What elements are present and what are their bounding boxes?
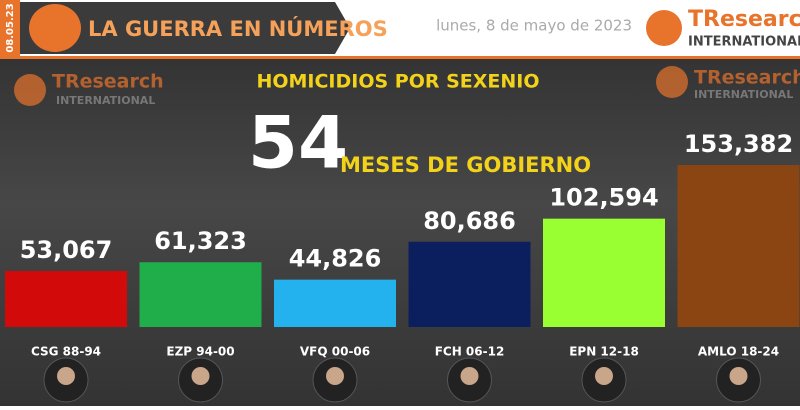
portrait-face	[326, 367, 344, 385]
category-label: CSG 88-94	[31, 345, 101, 359]
header-date: lunes, 8 de mayo de 2023	[436, 17, 632, 35]
category-label: EPN 12-18	[569, 345, 639, 359]
portrait-face	[57, 367, 75, 385]
bar	[677, 165, 800, 327]
bar	[408, 241, 531, 327]
portrait-face	[460, 367, 479, 385]
value-label: 153,382	[684, 130, 793, 158]
watermark-name: TResearch	[52, 71, 164, 93]
portrait-face	[595, 367, 613, 385]
header-line	[0, 56, 800, 59]
chart-title: HOMICIDIOS POR SEXENIO	[256, 71, 539, 93]
side-badge	[0, 0, 20, 56]
watermark-icon	[14, 74, 46, 106]
bar	[139, 262, 262, 327]
value-label: 53,067	[20, 236, 113, 264]
watermark-sub: INTERNATIONAL	[56, 94, 155, 107]
category-label: FCH 06-12	[435, 345, 505, 359]
category-label: EZP 94-00	[166, 345, 234, 359]
bar	[543, 218, 665, 327]
category-label: AMLO 18-24	[698, 345, 779, 359]
badge-date: 08.05.23	[5, 3, 16, 52]
bar	[274, 279, 396, 327]
portrait-face	[729, 367, 748, 385]
logo-icon	[646, 10, 682, 46]
watermark-icon	[656, 66, 688, 98]
bar	[5, 270, 127, 327]
value-label: 61,323	[154, 227, 247, 255]
logo-name: TResearch	[688, 7, 800, 32]
map-icon	[29, 4, 81, 52]
category-label: VFQ 00-06	[300, 345, 370, 359]
header-title: LA GUERRA EN NÚMEROS	[88, 16, 388, 41]
value-label: 80,686	[423, 207, 516, 235]
title-badge	[20, 2, 350, 54]
logo-sub: INTERNATIONAL	[688, 35, 800, 50]
months-label: MESES DE GOBIERNO	[340, 153, 591, 177]
portrait-face	[191, 367, 210, 385]
months-number: 54	[248, 101, 348, 185]
watermark-name: TResearch	[694, 67, 800, 89]
value-label: 44,826	[289, 245, 382, 273]
watermark-sub: INTERNATIONAL	[694, 88, 793, 101]
value-label: 102,594	[549, 184, 658, 212]
